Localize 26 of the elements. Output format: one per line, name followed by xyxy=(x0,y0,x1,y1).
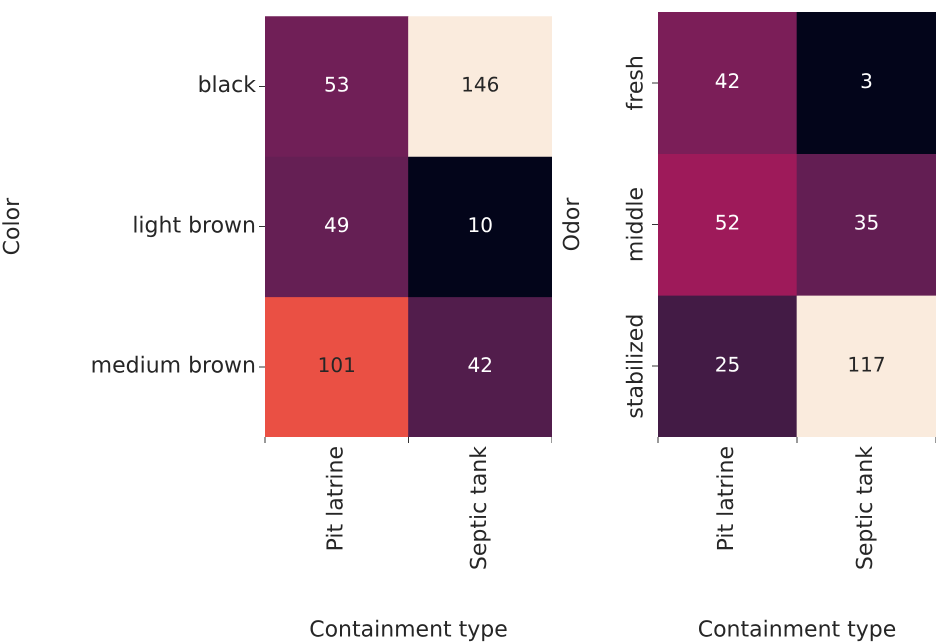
data-label: 146 xyxy=(461,72,500,97)
y-tick-label: stabilized xyxy=(624,314,649,419)
data-label: 3 xyxy=(860,69,873,94)
x-axis-title: Containment type xyxy=(698,618,896,643)
x-tick-label: Pit latrine xyxy=(714,446,740,552)
y-tick-label: medium brown xyxy=(90,354,256,379)
y-tick-label: black xyxy=(198,73,256,98)
data-label: 35 xyxy=(854,210,880,235)
data-label: 101 xyxy=(318,353,356,378)
x-tick-label: Septic tank xyxy=(466,446,492,570)
data-label: 53 xyxy=(324,72,350,97)
x-axis-title: Containment type xyxy=(309,618,508,643)
data-label: 49 xyxy=(324,212,350,237)
data-label: 25 xyxy=(714,352,740,376)
data-label: 117 xyxy=(847,352,886,376)
data-label: 52 xyxy=(714,210,740,235)
y-tick-label: middle xyxy=(624,186,649,262)
y-tick-label: fresh xyxy=(624,55,649,110)
data-label: 42 xyxy=(714,69,740,94)
data-label: 42 xyxy=(468,353,493,378)
x-tick-label: Septic tank xyxy=(853,446,878,570)
y-axis-title: Color xyxy=(0,196,25,256)
y-axis-title: Odor xyxy=(560,196,585,252)
data-label: 10 xyxy=(468,212,493,237)
x-tick-label: Pit latrine xyxy=(323,446,348,552)
y-tick-label: light brown xyxy=(132,213,256,238)
